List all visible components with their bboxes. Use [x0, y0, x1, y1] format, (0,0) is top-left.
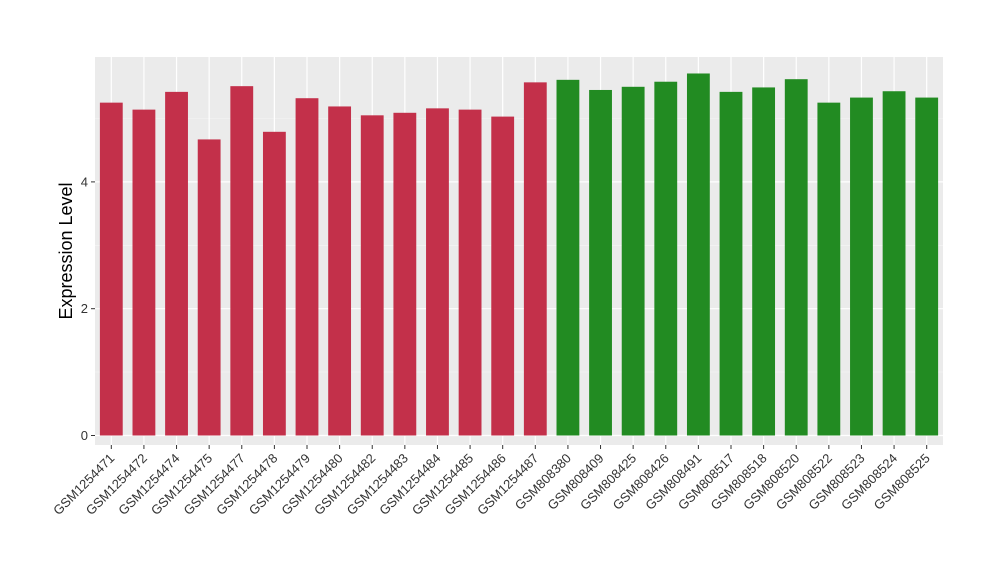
bar-GSM1254477 [230, 86, 254, 436]
bar-GSM808525 [915, 97, 939, 436]
bar-GSM808520 [784, 79, 808, 436]
bar-GSM808425 [621, 86, 645, 436]
bar-GSM1254483 [393, 112, 417, 436]
bar-GSM808491 [686, 73, 710, 436]
bar-GSM808517 [719, 91, 743, 436]
y-tick-label: 0 [81, 428, 88, 443]
bar-GSM1254485 [458, 109, 482, 436]
bar-GSM808523 [850, 97, 873, 436]
bar-GSM1254471 [99, 102, 123, 436]
bar-GSM808522 [817, 102, 841, 436]
bar-GSM1254487 [523, 82, 547, 436]
bar-GSM1254478 [262, 131, 286, 436]
y-axis: 0 2 4 [81, 174, 95, 443]
bar-GSM1254480 [328, 106, 352, 436]
bar-GSM1254472 [132, 109, 156, 436]
bar-GSM808380 [556, 79, 580, 436]
y-tick-label: 4 [81, 174, 88, 189]
bar-GSM1254475 [197, 139, 221, 436]
bars [99, 73, 939, 436]
bar-GSM808409 [589, 89, 612, 436]
bar-GSM1254482 [360, 115, 384, 436]
bar-GSM808524 [882, 91, 906, 436]
x-axis: GSM1254471GSM1254472GSM1254474GSM1254475… [50, 445, 933, 518]
bar-GSM808518 [752, 87, 776, 436]
bar-GSM808426 [654, 81, 678, 436]
y-axis-title: Expression Level [56, 182, 76, 319]
bar-GSM1254484 [426, 108, 449, 436]
bar-GSM1254486 [491, 116, 515, 436]
plot-panel [95, 57, 943, 445]
y-tick-label: 2 [81, 301, 88, 316]
bar-GSM1254474 [165, 91, 188, 436]
bar-GSM1254479 [295, 98, 319, 436]
